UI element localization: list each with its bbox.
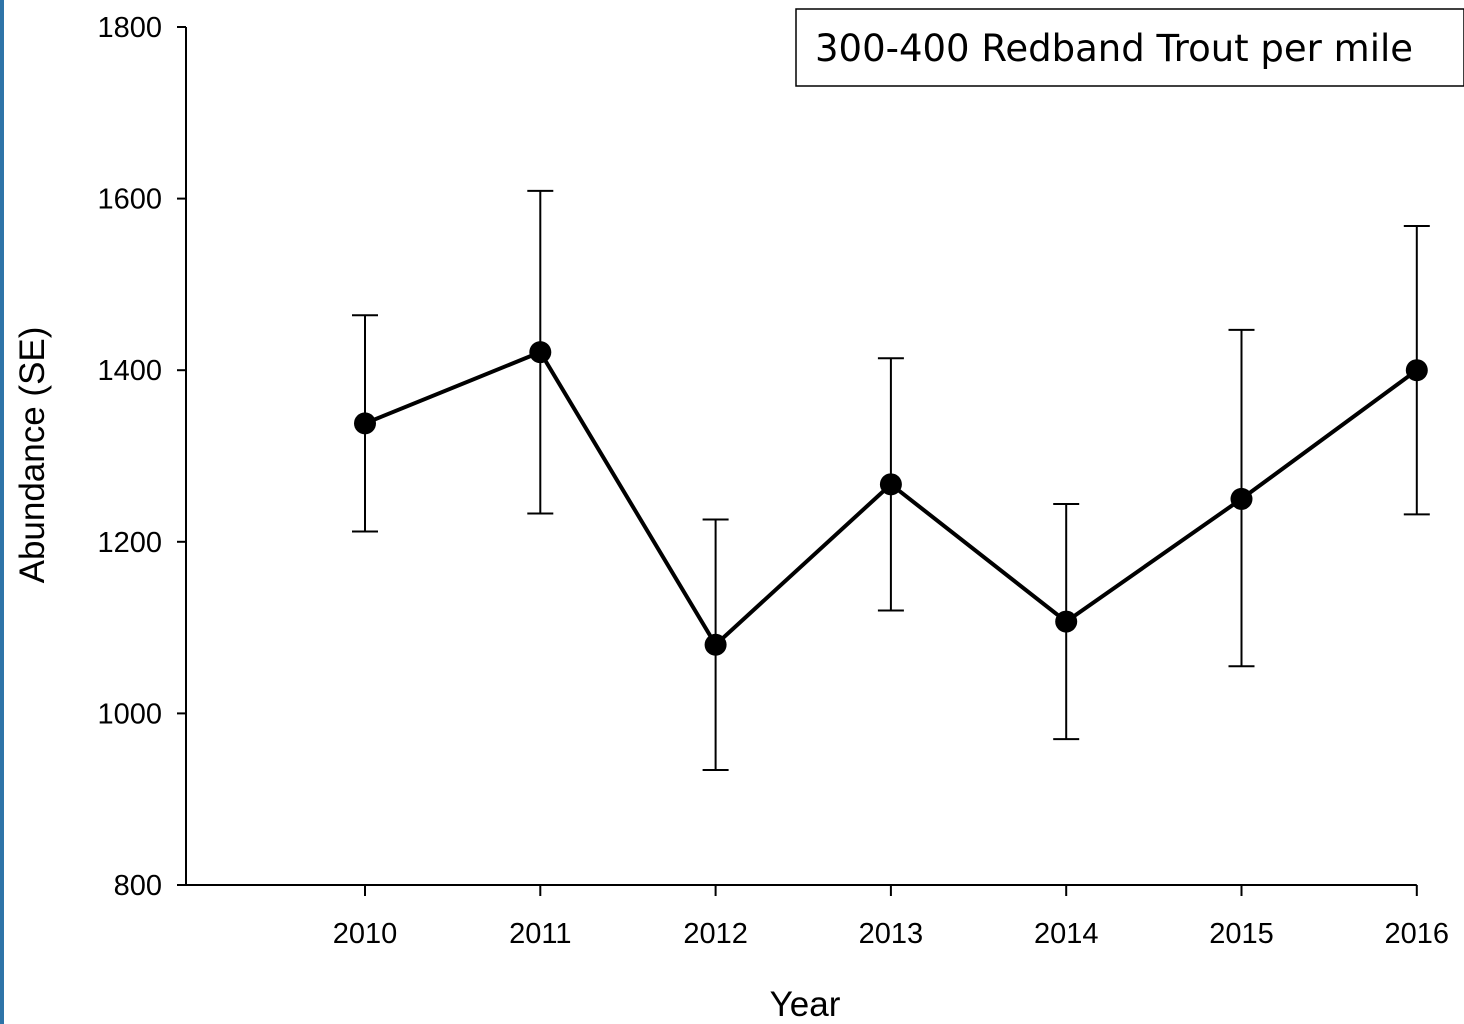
y-tick-label: 800 [114, 870, 162, 902]
data-point [1230, 487, 1253, 510]
legend-box [795, 8, 1464, 87]
data-points [354, 341, 1428, 656]
axes [177, 26, 1418, 896]
x-tick-label: 2015 [1209, 918, 1274, 950]
data-point [529, 341, 552, 364]
data-point [1055, 610, 1078, 633]
x-tick-label: 2011 [509, 918, 571, 950]
y-tick-label: 1200 [97, 527, 162, 559]
x-tick-label: 2010 [333, 918, 398, 950]
y-axis-title: Abundance (SE) [13, 327, 52, 584]
legend-label: 300-400 Redband Trout per mile [815, 27, 1413, 70]
data-point [1405, 359, 1428, 382]
y-tick-label: 1800 [97, 12, 162, 44]
y-tick-label: 1000 [97, 698, 162, 730]
x-tick-label: 2012 [683, 918, 748, 950]
data-point [879, 473, 902, 496]
slide-accent-bar [0, 0, 4, 1024]
y-tick-label: 1400 [97, 355, 162, 387]
x-tick-label: 2014 [1034, 918, 1099, 950]
data-point [704, 633, 727, 656]
data-point [354, 412, 376, 435]
legend: 300-400 Redband Trout per mile [795, 8, 1464, 87]
x-tick-label: 2016 [1385, 918, 1450, 950]
y-tick-label: 1600 [97, 184, 162, 216]
x-axis-title: Year [770, 985, 841, 1024]
x-tick-label: 2013 [859, 918, 924, 950]
tick-labels: 800 1000 1200 1400 1600 1800 2010 2011 2012 2013 2… [97, 12, 1449, 950]
